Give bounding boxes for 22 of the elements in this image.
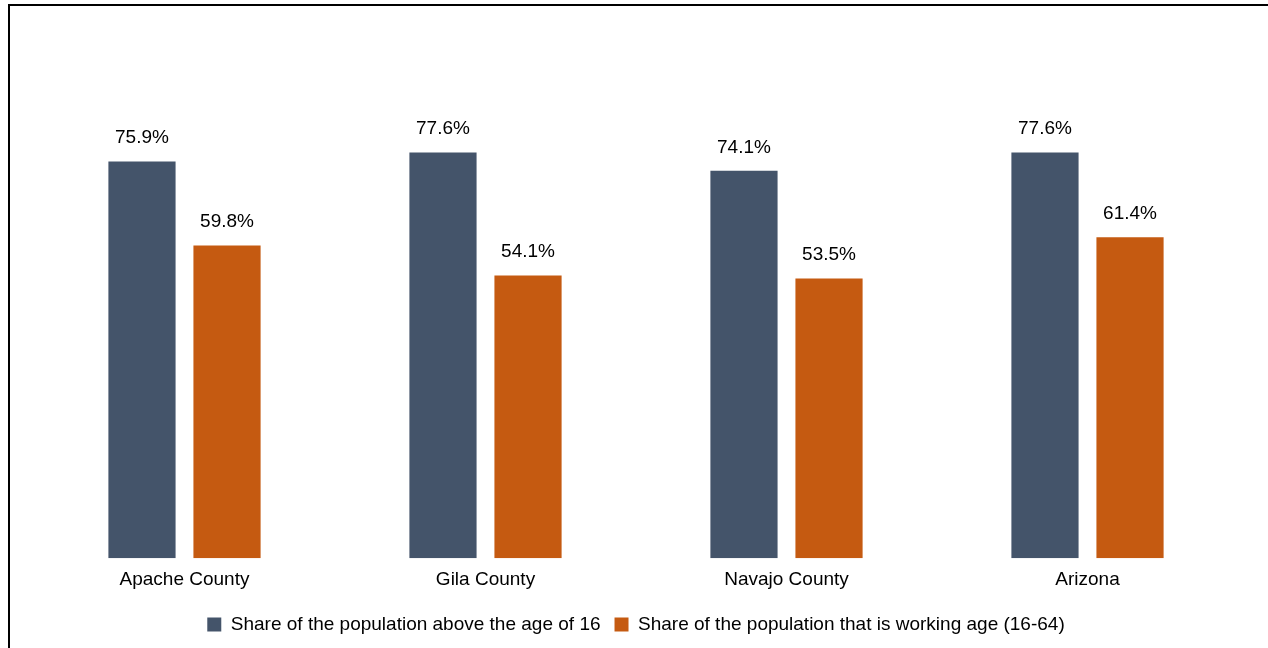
data-label: 53.5% [802, 243, 857, 265]
data-label: 77.6% [1018, 117, 1073, 139]
data-label: 61.4% [1103, 201, 1158, 223]
x-tick-label: Apache County [119, 567, 250, 589]
bar [108, 161, 176, 559]
data-label: 77.6% [416, 117, 471, 139]
data-label: 59.8% [200, 210, 255, 232]
bar [494, 275, 562, 559]
bar [795, 278, 863, 559]
data-label: 74.1% [717, 135, 772, 157]
bar [409, 152, 477, 559]
x-tick-label: Navajo County [724, 567, 850, 589]
legend-label: Share of the population that is working age (16-64) [638, 612, 1065, 634]
bar [193, 245, 261, 559]
data-label: 75.9% [115, 126, 170, 148]
x-tick-label: Arizona [1055, 567, 1121, 589]
bar [1096, 237, 1164, 559]
bar [710, 170, 778, 559]
data-label: 54.1% [501, 240, 556, 262]
bar [1011, 152, 1079, 559]
x-tick-label: Gila County [435, 567, 536, 589]
legend-label: Share of the population above the age of 16 [230, 612, 601, 634]
